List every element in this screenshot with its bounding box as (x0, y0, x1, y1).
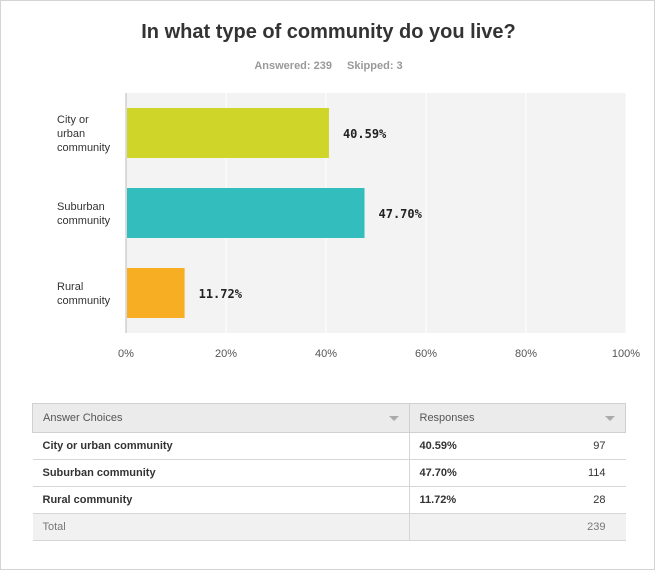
table-row: City or urban community 40.59% 97 (32, 432, 626, 460)
row-choice: City or urban community (32, 432, 409, 460)
bar (127, 188, 365, 238)
bar (127, 108, 329, 158)
row-choice: Suburban community (32, 459, 409, 487)
answered-count: Answered: 239 (254, 60, 332, 72)
header-responses[interactable]: Responses (408, 403, 626, 433)
x-tick-label: 0% (118, 348, 134, 360)
bar-chart: 0% 20% 40% 60% 80% 100% 40.59% City or urban comm… (57, 93, 640, 360)
response-summary: Answered: 239 Skipped: 3 (1, 60, 655, 72)
sort-caret-icon[interactable] (605, 416, 615, 421)
table-header-row: Answer Choices Responses (32, 403, 626, 433)
question-title: In what type of community do you live? (141, 21, 516, 43)
responses-table: Answer Choices Responses City or urban c… (32, 403, 626, 541)
row-percent: 11.72% (408, 486, 530, 514)
data-label: 11.72% (199, 287, 243, 301)
data-label: 47.70% (379, 207, 423, 221)
row-count: 28 (529, 486, 626, 514)
sort-caret-icon[interactable] (388, 416, 399, 421)
table-total-row: Total 239 (32, 513, 626, 541)
x-tick-label: 100% (612, 348, 640, 360)
table-row: Rural community 11.72% 28 (32, 486, 626, 514)
row-choice: Rural community (32, 486, 409, 514)
x-tick-label: 80% (515, 348, 537, 360)
bar (127, 268, 185, 318)
row-count: 114 (529, 459, 626, 487)
total-spacer (408, 513, 530, 541)
row-percent: 40.59% (408, 432, 530, 460)
total-count: 239 (529, 513, 626, 541)
header-answer-choices[interactable]: Answer Choices (32, 403, 410, 433)
x-tick-label: 60% (415, 348, 437, 360)
skipped-count: Skipped: 3 (347, 60, 403, 72)
x-tick-label: 20% (215, 348, 237, 360)
x-tick-label: 40% (315, 348, 337, 360)
row-count: 97 (529, 432, 626, 460)
table-row: Suburban community 47.70% 114 (32, 459, 626, 487)
header-answer-choices-label: Answer Choices (43, 412, 123, 424)
data-label: 40.59% (343, 127, 387, 141)
category-label: Rural community (57, 281, 111, 307)
row-percent: 47.70% (408, 459, 530, 487)
category-label: Suburban community (57, 201, 111, 227)
total-label: Total (32, 513, 409, 541)
header-responses-label: Responses (419, 412, 475, 424)
category-label: City or urban community (57, 114, 111, 154)
